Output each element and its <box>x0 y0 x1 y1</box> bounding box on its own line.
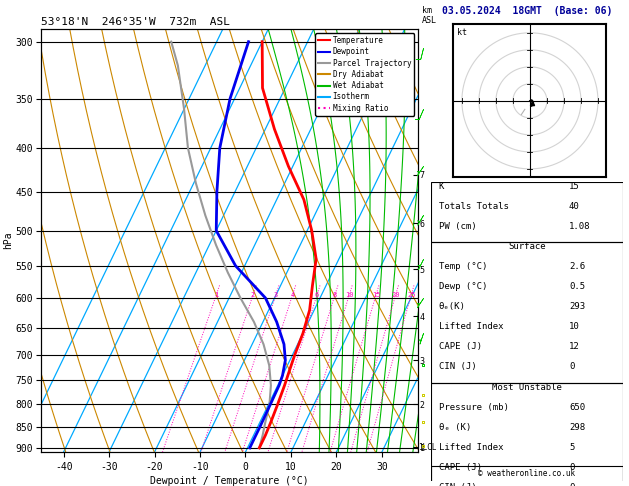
Text: 8: 8 <box>333 292 337 298</box>
Text: 650: 650 <box>569 402 585 412</box>
Text: 25: 25 <box>407 292 416 298</box>
Text: 293: 293 <box>569 302 585 312</box>
Text: 12: 12 <box>569 343 580 351</box>
Text: 0.5: 0.5 <box>569 282 585 292</box>
Bar <box>431 243 623 382</box>
Text: 2.6: 2.6 <box>569 262 585 271</box>
Text: CIN (J): CIN (J) <box>438 363 476 371</box>
Text: Temp (°C): Temp (°C) <box>438 262 487 271</box>
Text: 03.05.2024  18GMT  (Base: 06): 03.05.2024 18GMT (Base: 06) <box>442 6 612 16</box>
Text: 40: 40 <box>569 202 580 211</box>
Legend: Temperature, Dewpoint, Parcel Trajectory, Dry Adiabat, Wet Adiabat, Isotherm, Mi: Temperature, Dewpoint, Parcel Trajectory… <box>315 33 415 116</box>
Text: Totals Totals: Totals Totals <box>438 202 508 211</box>
X-axis label: Dewpoint / Temperature (°C): Dewpoint / Temperature (°C) <box>150 476 309 486</box>
Text: θₑ(K): θₑ(K) <box>438 302 465 312</box>
Text: θₑ (K): θₑ (K) <box>438 422 470 432</box>
Text: PW (cm): PW (cm) <box>438 222 476 231</box>
Text: CAPE (J): CAPE (J) <box>438 343 482 351</box>
Text: © weatheronline.co.uk: © weatheronline.co.uk <box>478 469 576 478</box>
Text: 6: 6 <box>315 292 319 298</box>
Text: 4: 4 <box>291 292 294 298</box>
Text: 15: 15 <box>372 292 381 298</box>
Text: Lifted Index: Lifted Index <box>438 322 503 331</box>
Bar <box>431 466 623 486</box>
Text: 0: 0 <box>569 483 574 486</box>
Text: K: K <box>438 182 444 191</box>
Text: 3: 3 <box>274 292 278 298</box>
Text: 10: 10 <box>345 292 353 298</box>
Text: kt: kt <box>457 28 467 37</box>
Text: Surface: Surface <box>508 243 545 251</box>
Text: 53°18'N  246°35'W  732m  ASL: 53°18'N 246°35'W 732m ASL <box>41 17 230 27</box>
Text: 1LCL: 1LCL <box>418 443 437 452</box>
Y-axis label: hPa: hPa <box>3 232 13 249</box>
Text: Lifted Index: Lifted Index <box>438 443 503 451</box>
Text: 5: 5 <box>569 443 574 451</box>
Text: 15: 15 <box>569 182 580 191</box>
Text: CIN (J): CIN (J) <box>438 483 476 486</box>
Text: Pressure (mb): Pressure (mb) <box>438 402 508 412</box>
Text: 1.08: 1.08 <box>569 222 591 231</box>
Text: 0: 0 <box>569 463 574 471</box>
Text: 20: 20 <box>391 292 400 298</box>
Text: km
ASL: km ASL <box>422 5 437 25</box>
Text: Dewp (°C): Dewp (°C) <box>438 282 487 292</box>
Text: 298: 298 <box>569 422 585 432</box>
Bar <box>431 382 623 486</box>
Text: 10: 10 <box>569 322 580 331</box>
Text: 2: 2 <box>251 292 255 298</box>
Text: 0: 0 <box>569 363 574 371</box>
Text: Most Unstable: Most Unstable <box>492 382 562 392</box>
Text: CAPE (J): CAPE (J) <box>438 463 482 471</box>
Bar <box>431 182 623 243</box>
Text: 1: 1 <box>214 292 218 298</box>
